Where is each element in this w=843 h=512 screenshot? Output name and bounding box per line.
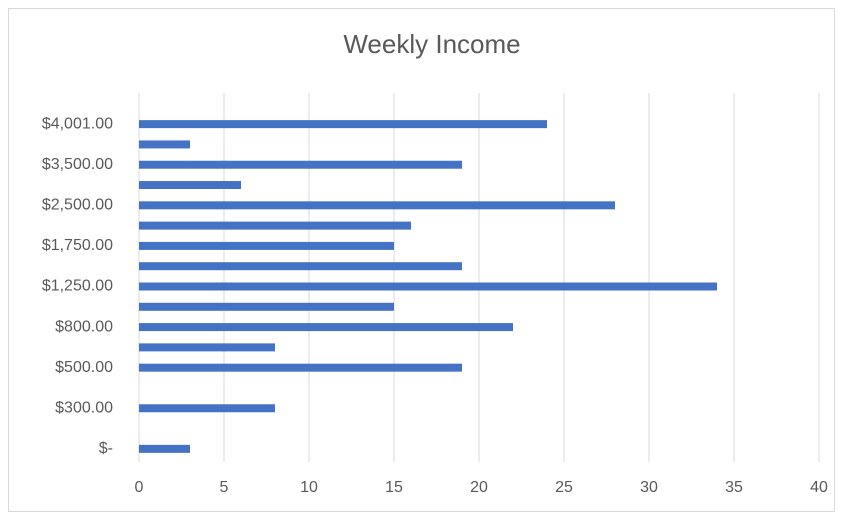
x-tick-label: 25 — [555, 479, 573, 496]
x-tick-label: 20 — [470, 479, 488, 496]
chart-title: Weekly Income — [343, 29, 520, 59]
x-tick-label: 10 — [300, 479, 318, 496]
x-tick-label: 5 — [220, 479, 229, 496]
y-tick-label: $800.00 — [55, 318, 113, 335]
bar — [139, 140, 190, 149]
bar — [139, 201, 615, 210]
x-tick-label: 15 — [385, 479, 403, 496]
y-tick-label: $- — [99, 440, 113, 457]
bar — [139, 262, 462, 271]
bar — [139, 221, 411, 230]
bar — [139, 120, 547, 129]
y-tick-label: $2,500.00 — [42, 197, 113, 214]
bar — [139, 181, 241, 190]
chart-border — [8, 8, 835, 512]
bar — [139, 363, 462, 372]
bar — [139, 302, 394, 311]
y-tick-label: $500.00 — [55, 359, 113, 376]
x-tick-label: 0 — [135, 479, 144, 496]
y-tick-label: $1,250.00 — [42, 278, 113, 295]
bar — [139, 160, 462, 169]
y-tick-label: $4,001.00 — [42, 115, 113, 132]
y-tick-label: $300.00 — [55, 399, 113, 416]
y-tick-label: $1,750.00 — [42, 237, 113, 254]
bar — [139, 241, 394, 250]
y-tick-label: $3,500.00 — [42, 156, 113, 173]
bar — [139, 444, 190, 453]
bar — [139, 404, 275, 413]
bar — [139, 343, 275, 352]
x-tick-label: 40 — [810, 479, 828, 496]
x-tick-label: 30 — [640, 479, 658, 496]
bar — [139, 282, 717, 291]
bar — [139, 323, 513, 332]
x-tick-label: 35 — [725, 479, 743, 496]
